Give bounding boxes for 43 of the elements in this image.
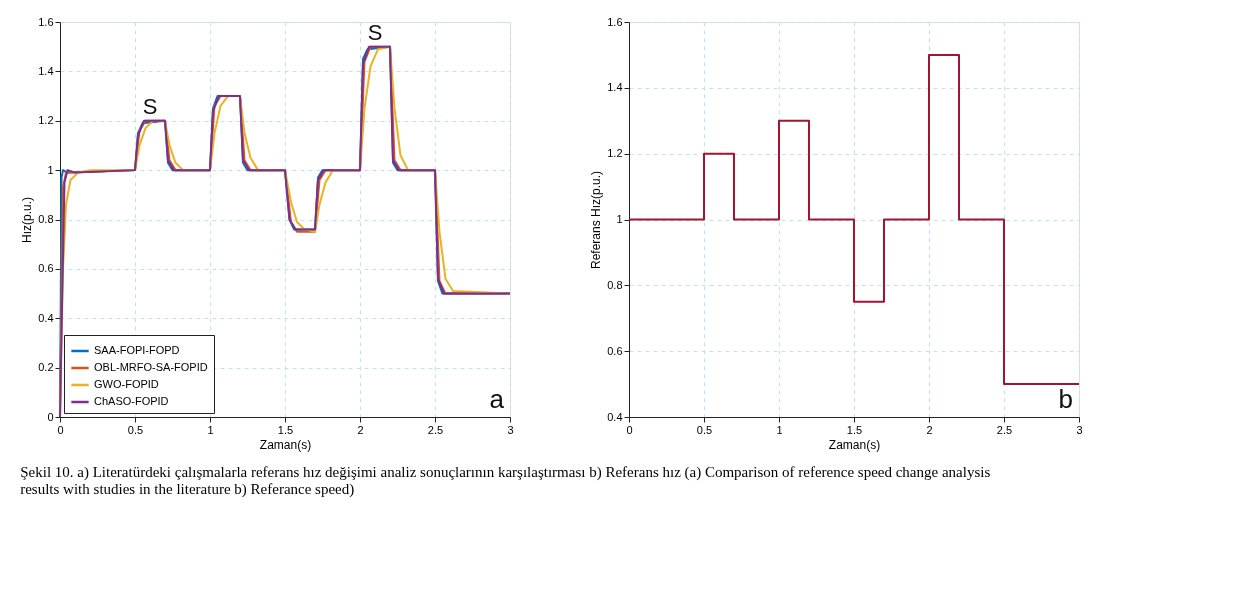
y-tick-label: 1 (616, 213, 623, 225)
x-tick-label: 0 (57, 423, 64, 436)
x-tick-label: 0.5 (696, 423, 713, 436)
legend-label: OBL-MRFO-SA-FOPID (94, 361, 208, 373)
y-tick-label: 1.6 (607, 15, 623, 28)
y-tick-label: 1.2 (607, 147, 623, 160)
x-tick-label: 2 (926, 423, 933, 436)
annotation: S (142, 93, 158, 119)
y-tick-label: 0.6 (38, 262, 54, 275)
text: Şekil 10. a) Literatürdeki çalışmalarla referans hız değişimi analiz sonuçlarının karşılaştırması b) Referans hız (a) Comparison of reference speed change analysis results with studies in the literature b) Referance speed) (20, 463, 991, 498)
y-tick-label: 0.8 (38, 213, 54, 225)
y-axis-title: Referans Hız(p.u.) (589, 170, 604, 270)
x-tick-label: 2.5 (427, 423, 444, 436)
x-tick-label: 1.5 (846, 423, 863, 436)
y-tick-label: 0.6 (607, 344, 623, 357)
x-tick-label: 2 (357, 423, 364, 436)
x-tick-label: 3 (1076, 423, 1083, 436)
legend-label: GWO-FOPID (94, 378, 159, 390)
x-tick-label: 3 (507, 423, 514, 436)
annotation: S (367, 19, 383, 45)
y-axis-title: Hız(p.u.) (20, 196, 35, 244)
legend-label: ChASO-FOPID (94, 395, 169, 407)
annotation: a (489, 384, 505, 414)
x-tick-label: 0 (626, 423, 633, 436)
x-tick-label: 1 (776, 423, 783, 436)
y-tick-label: 1.2 (38, 114, 54, 127)
y-tick-label: 1.4 (38, 64, 54, 77)
annotation: b (1058, 384, 1073, 414)
y-tick-label: 1.6 (38, 15, 54, 28)
legend-label: SAA-FOPI-FOPD (94, 344, 180, 356)
x-tick-label: 0.5 (127, 423, 144, 436)
y-tick-label: 0 (47, 410, 54, 423)
y-tick-label: 0.4 (38, 311, 54, 324)
y-tick-label: 0.8 (607, 278, 623, 291)
x-axis-title: Zaman(s) (259, 437, 312, 452)
x-tick-label: 1.5 (277, 423, 294, 436)
x-axis-title: Zaman(s) (828, 437, 881, 452)
x-tick-label: 1 (207, 423, 214, 436)
y-tick-label: 0.2 (38, 361, 54, 374)
y-tick-label: 0.4 (607, 410, 623, 423)
y-tick-label: 1 (47, 163, 54, 176)
y-tick-label: 1.4 (607, 81, 623, 94)
x-tick-label: 2.5 (996, 423, 1013, 436)
